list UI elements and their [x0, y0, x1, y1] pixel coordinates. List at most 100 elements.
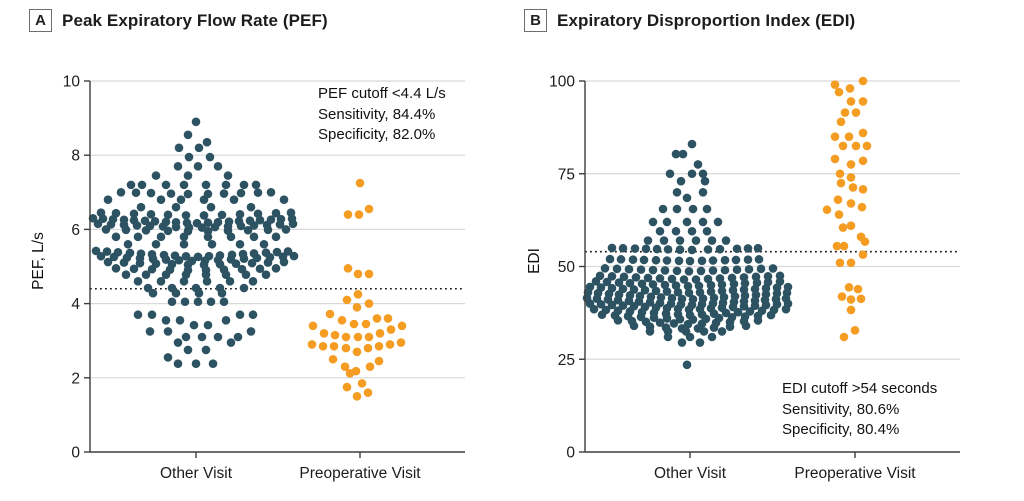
data-point: [856, 294, 866, 304]
data-point: [288, 219, 298, 229]
data-point: [834, 87, 844, 97]
data-point: [219, 297, 229, 307]
data-point: [709, 323, 719, 332]
data-point: [343, 210, 353, 219]
data-point: [235, 210, 245, 219]
data-point: [629, 321, 639, 331]
data-point: [111, 264, 121, 273]
annotation-line: PEF cutoff <4.4 L/s: [318, 85, 446, 102]
panel-b-title: Expiratory Disproportion Index (EDI): [557, 10, 856, 30]
annotation-line: Sensitivity, 84.4%: [318, 105, 436, 123]
data-point: [289, 251, 299, 261]
data-point: [678, 149, 688, 159]
data-point: [671, 149, 681, 159]
data-point: [733, 307, 743, 317]
y-tick-label: 0: [566, 445, 575, 462]
data-point: [671, 281, 681, 290]
data-point: [838, 141, 848, 151]
data-point: [687, 169, 697, 179]
annotation-line: EDI cutoff >54 seconds: [782, 380, 938, 397]
data-point: [732, 244, 742, 254]
data-point: [239, 180, 249, 190]
data-point: [756, 264, 766, 274]
data-point: [136, 202, 146, 212]
data-point: [684, 288, 694, 298]
data-point: [219, 189, 229, 198]
data-point: [243, 225, 253, 235]
data-point: [858, 76, 868, 86]
data-point: [682, 193, 692, 203]
data-point: [846, 199, 856, 208]
data-point: [850, 326, 860, 335]
data-point: [857, 202, 867, 212]
data-point: [830, 80, 840, 90]
data-point: [226, 338, 236, 347]
data-point: [673, 287, 683, 297]
data-point: [375, 328, 385, 338]
data-point: [830, 154, 840, 164]
data-point: [221, 180, 231, 190]
data-point: [684, 267, 694, 276]
data-point: [700, 176, 710, 186]
data-point: [753, 243, 763, 253]
data-point: [156, 277, 166, 286]
data-point: [93, 219, 103, 229]
data-point: [146, 209, 156, 219]
data-point: [203, 218, 213, 227]
data-point: [203, 232, 213, 242]
data-point: [201, 345, 211, 355]
data-point: [675, 314, 685, 324]
data-point: [163, 353, 173, 362]
data-point: [648, 265, 658, 275]
data-point: [846, 258, 856, 268]
data-point: [364, 332, 374, 342]
data-point: [189, 320, 199, 330]
data-point: [655, 226, 665, 236]
data-point: [708, 256, 718, 265]
data-point: [174, 143, 184, 153]
data-point: [213, 332, 223, 342]
y-tick-label: 10: [63, 74, 81, 91]
data-point: [163, 226, 173, 236]
data-point: [135, 258, 145, 268]
data-point: [637, 279, 647, 289]
data-point: [329, 341, 339, 351]
data-point: [600, 264, 610, 273]
data-point: [126, 180, 136, 190]
data-point: [354, 210, 364, 219]
data-point: [266, 188, 276, 197]
data-point: [703, 245, 713, 254]
data-point: [180, 297, 190, 307]
data-point: [319, 328, 329, 338]
data-point: [643, 273, 653, 283]
data-point: [624, 264, 634, 274]
data-point: [364, 269, 374, 279]
panel-a-y-axis-label: PEF, L/s: [30, 232, 47, 290]
panel-b-header: B Expiratory Disproportion Index (EDI): [524, 9, 855, 32]
data-point: [340, 362, 350, 371]
data-point: [839, 241, 849, 251]
data-point: [199, 211, 209, 220]
data-point: [674, 256, 684, 266]
data-point: [607, 272, 617, 281]
data-point: [851, 108, 861, 117]
data-point: [233, 332, 243, 342]
data-point: [648, 217, 658, 227]
data-point: [183, 130, 193, 140]
data-point: [357, 379, 367, 388]
data-point: [708, 266, 718, 275]
data-point: [667, 274, 677, 284]
data-point: [161, 270, 171, 279]
data-point: [665, 169, 675, 179]
data-point: [691, 236, 701, 245]
data-point: [137, 180, 147, 190]
data-point: [191, 359, 201, 369]
data-point: [659, 236, 669, 245]
data-point: [858, 185, 868, 194]
data-point: [364, 204, 374, 214]
data-point: [183, 171, 193, 180]
data-point: [731, 255, 741, 265]
data-point: [835, 169, 845, 179]
data-point: [846, 97, 856, 106]
